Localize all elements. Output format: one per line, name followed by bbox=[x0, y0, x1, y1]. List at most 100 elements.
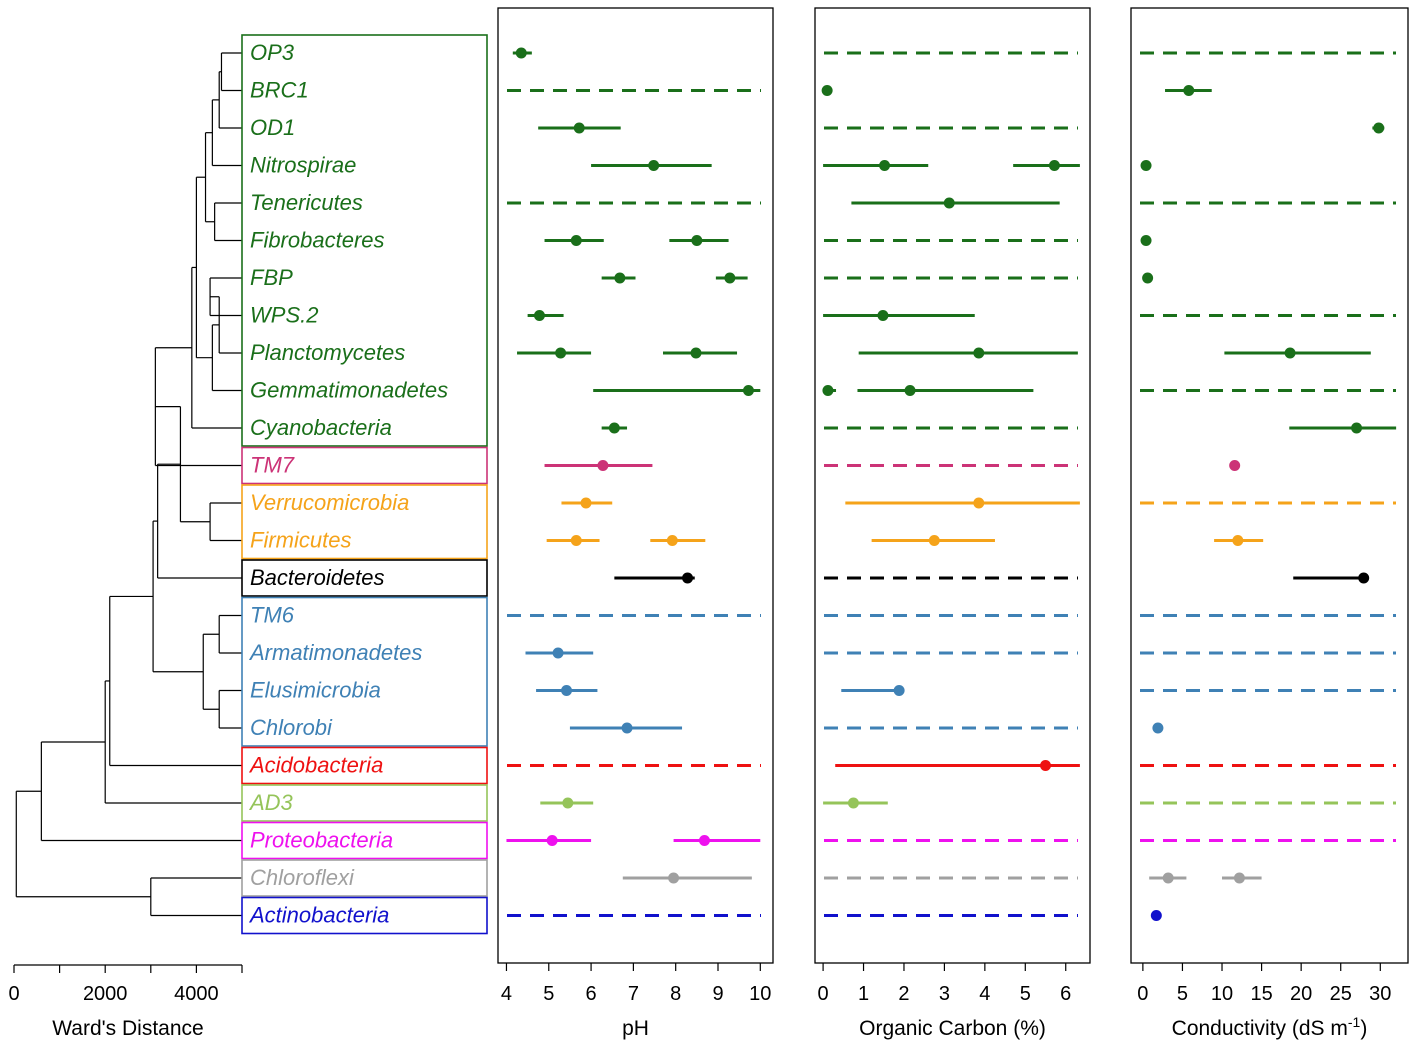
interval-point bbox=[668, 872, 680, 884]
interval-point bbox=[847, 797, 859, 809]
interval-point bbox=[1229, 460, 1241, 471]
dendrogram-axis: Ward's Distance 0 2000 4000 bbox=[8, 964, 243, 1040]
panel-frame-oc bbox=[814, 7, 1091, 964]
panel-tick-label: 4 bbox=[979, 983, 990, 1005]
taxon-label: Chlorobi bbox=[250, 715, 333, 740]
panel-frame-ph bbox=[497, 7, 774, 964]
panel-tick-label: 10 bbox=[749, 983, 771, 1005]
panel-tick-label: 7 bbox=[628, 983, 639, 1005]
taxon-label: TM7 bbox=[250, 453, 295, 478]
panel-tick-label: 3 bbox=[939, 983, 950, 1005]
taxon-label: Gemmatimonadetes bbox=[250, 378, 448, 403]
taxon-label: Acidobacteria bbox=[248, 753, 383, 778]
interval-point bbox=[1048, 160, 1060, 171]
panel-tick-label: 2 bbox=[898, 983, 909, 1005]
panel-frame-cond bbox=[1130, 7, 1409, 964]
panel-tick-label: 5 bbox=[1020, 983, 1031, 1005]
taxon-label: FBP bbox=[250, 265, 293, 290]
interval-point bbox=[608, 422, 620, 434]
group-box bbox=[241, 34, 488, 447]
interval-point bbox=[724, 272, 736, 284]
interval-point bbox=[552, 647, 564, 659]
interval-point bbox=[973, 347, 985, 359]
interval-point bbox=[682, 572, 694, 584]
taxon-label: Fibrobacteres bbox=[250, 228, 385, 253]
interval-point bbox=[893, 685, 905, 696]
taxon-label: OP3 bbox=[250, 40, 295, 65]
taxon-label: Chloroflexi bbox=[250, 865, 355, 890]
interval-point bbox=[904, 385, 916, 396]
panel-tick-label: 15 bbox=[1250, 983, 1272, 1005]
taxon-label: Firmicutes bbox=[250, 528, 351, 553]
group-box bbox=[241, 784, 488, 822]
taxon-label: AD3 bbox=[248, 790, 294, 815]
panel-tick-label: 25 bbox=[1330, 983, 1352, 1005]
taxon-label: Planctomycetes bbox=[250, 340, 405, 365]
interval-point bbox=[1150, 910, 1162, 921]
panel-tick-label: 10 bbox=[1211, 983, 1233, 1005]
group-box bbox=[241, 821, 488, 860]
taxon-label: TM6 bbox=[250, 603, 295, 628]
panel-tick-label: 6 bbox=[1060, 983, 1071, 1005]
panel-tick-label: 4 bbox=[501, 983, 512, 1005]
interval-point bbox=[1140, 235, 1152, 246]
interval-point bbox=[943, 197, 955, 209]
taxon-labels: OP3 BRC1 OD1 Nitrospirae Tenericutes Fibrobac… bbox=[241, 34, 488, 935]
panel-tick-label: 6 bbox=[586, 983, 597, 1005]
interval-point bbox=[1358, 572, 1370, 584]
taxon-label: Nitrospirae bbox=[250, 153, 356, 178]
taxon-label: Armatimonadetes bbox=[248, 640, 422, 665]
interval-point bbox=[877, 310, 889, 321]
interval-point bbox=[742, 385, 754, 396]
taxon-label: Cyanobacteria bbox=[250, 415, 392, 440]
interval-point bbox=[515, 47, 527, 59]
interval-point bbox=[690, 347, 702, 359]
interval-point bbox=[879, 160, 891, 171]
panel-tick-label: 5 bbox=[1177, 983, 1188, 1005]
dendrogram-tick-label: 2000 bbox=[83, 983, 128, 1005]
taxon-label: BRC1 bbox=[250, 78, 309, 103]
interval-point bbox=[561, 685, 573, 696]
interval-point bbox=[1140, 160, 1152, 171]
interval-point bbox=[821, 85, 833, 96]
panel-tick-label: 30 bbox=[1369, 983, 1391, 1005]
panel-xlabel: pH bbox=[622, 1017, 649, 1040]
interval-point bbox=[1162, 872, 1174, 884]
interval-point bbox=[597, 460, 609, 471]
interval-point bbox=[698, 835, 710, 846]
group-box bbox=[241, 559, 488, 597]
dendrogram-tick-label: 4000 bbox=[174, 983, 219, 1005]
group-box bbox=[241, 859, 488, 897]
interval-point bbox=[1183, 85, 1195, 96]
interval-point bbox=[546, 835, 558, 846]
group-box bbox=[241, 484, 488, 560]
taxon-label: WPS.2 bbox=[250, 303, 318, 328]
interval-point bbox=[555, 347, 567, 359]
panel-xlabel-superscript: -1 bbox=[1348, 1014, 1361, 1030]
interval-point bbox=[973, 497, 985, 509]
interval-point bbox=[1040, 760, 1052, 771]
dendrogram-tick-label: 0 bbox=[8, 983, 19, 1005]
interval-point bbox=[573, 122, 585, 134]
panel-tick-label: 5 bbox=[543, 983, 554, 1005]
interval-point bbox=[562, 797, 574, 809]
interval-point bbox=[648, 160, 660, 171]
panel-xlabel: Organic Carbon (%) bbox=[859, 1017, 1046, 1040]
panel-xlabel-end: ) bbox=[1360, 1017, 1367, 1040]
interval-point bbox=[822, 385, 834, 396]
taxon-label: OD1 bbox=[250, 115, 295, 140]
panel-xlabel: Conductivity (dS m-1) bbox=[1172, 1014, 1368, 1040]
interval-point bbox=[691, 235, 703, 246]
panel-tick-label: 8 bbox=[670, 983, 681, 1005]
taxon-label: Actinobacteria bbox=[248, 903, 389, 928]
panel-tick-label: 0 bbox=[1137, 983, 1148, 1005]
taxon-label: Tenericutes bbox=[250, 190, 363, 215]
interval-point bbox=[570, 235, 582, 246]
panel-tick-label: 9 bbox=[712, 983, 723, 1005]
group-box bbox=[241, 446, 488, 485]
taxon-label: Proteobacteria bbox=[250, 828, 393, 853]
interval-point bbox=[570, 535, 582, 546]
interval-point bbox=[928, 535, 940, 546]
interval-point bbox=[614, 272, 626, 284]
